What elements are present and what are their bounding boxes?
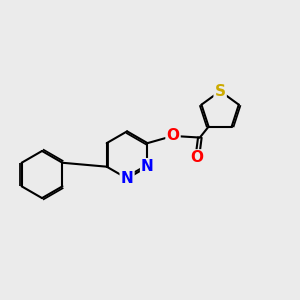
Text: S: S [214,84,226,99]
Text: O: O [167,128,179,143]
Text: N: N [141,159,154,174]
Text: O: O [191,150,204,165]
Text: N: N [121,171,134,186]
